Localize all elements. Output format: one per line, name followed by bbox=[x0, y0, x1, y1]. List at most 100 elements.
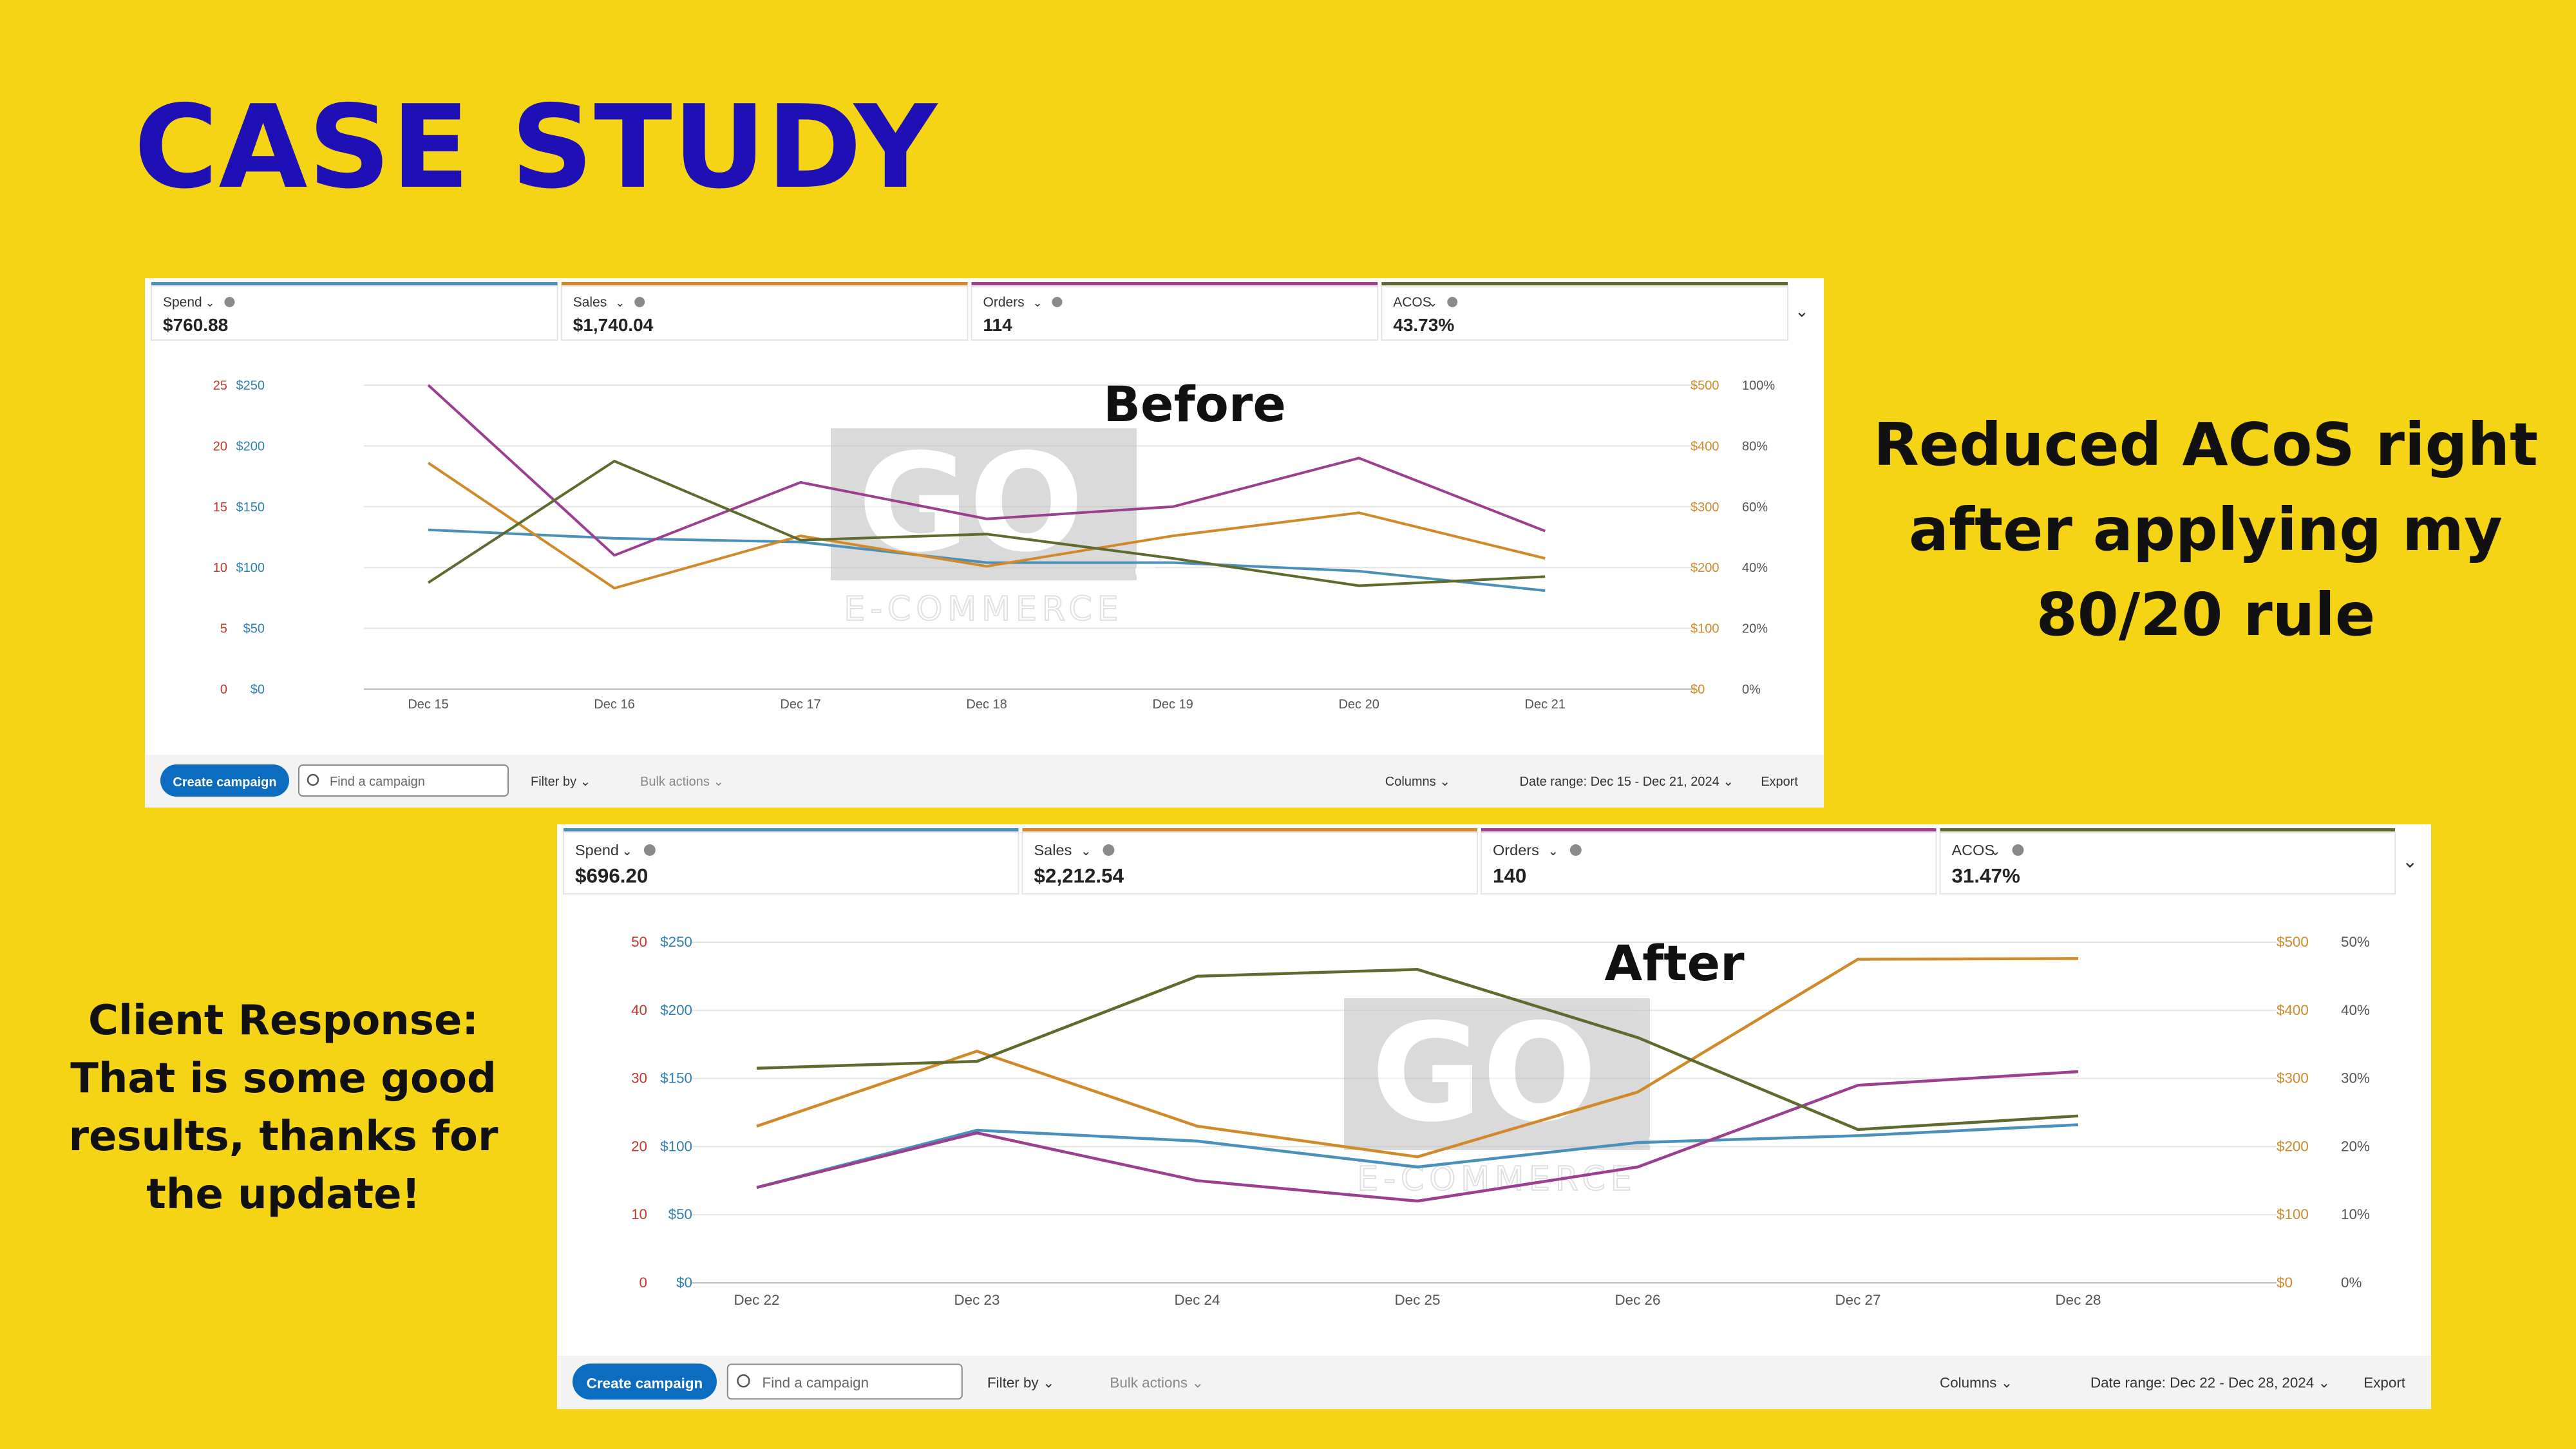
info-icon bbox=[224, 297, 235, 307]
metric-value: 140 bbox=[1493, 864, 1526, 887]
metric-tile[interactable] bbox=[1381, 285, 1788, 341]
expand-chevron-icon[interactable]: ⌄ bbox=[2402, 850, 2418, 872]
x-tick-label: Dec 15 bbox=[408, 697, 448, 712]
sales-axis-tick-label: $0 bbox=[1690, 683, 1705, 697]
chevron-down-icon[interactable]: ⌄ bbox=[1081, 843, 1092, 858]
metric-tile[interactable] bbox=[971, 285, 1379, 341]
series-line-spend bbox=[756, 1123, 2079, 1189]
chevron-down-icon[interactable]: ⌄ bbox=[1033, 296, 1043, 310]
metric-label: ACOS bbox=[1952, 842, 1995, 858]
chevron-down-icon[interactable]: ⌄ bbox=[1428, 296, 1437, 310]
x-tick-label: Dec 19 bbox=[1152, 697, 1193, 712]
chevron-down-icon[interactable]: ⌄ bbox=[1990, 843, 2001, 858]
expand-chevron-icon[interactable]: ⌄ bbox=[1795, 302, 1809, 321]
sales-axis-tick-label: $500 bbox=[2277, 934, 2309, 950]
orders-axis-tick-label: 25 bbox=[213, 379, 227, 393]
info-icon bbox=[634, 297, 645, 307]
metric-value: $696.20 bbox=[575, 864, 648, 887]
x-tick-label: Dec 20 bbox=[1338, 697, 1379, 712]
sales-axis-tick-label: $500 bbox=[1690, 379, 1719, 393]
metric-value: 31.47% bbox=[1952, 864, 2020, 887]
chevron-down-icon[interactable]: ⌄ bbox=[621, 843, 632, 858]
metric-value: $2,212.54 bbox=[1034, 864, 1124, 887]
x-tick-label: Dec 28 bbox=[2056, 1292, 2101, 1308]
series-line-sales bbox=[427, 462, 1546, 590]
metric-tile[interactable] bbox=[563, 831, 1019, 895]
spend-axis-tick-label: $50 bbox=[668, 1206, 692, 1222]
after-chart-panel: Spend ⌄ $696.20 Sales ⌄ $2,212.54 Orders ⌄ 140 AC… bbox=[557, 824, 2431, 1409]
watermark-logo-text: GO bbox=[858, 424, 1084, 582]
metric-tile[interactable] bbox=[1021, 831, 1478, 895]
orders-axis-tick-label: 20 bbox=[631, 1138, 647, 1154]
spend-axis-tick-label: $150 bbox=[660, 1070, 692, 1086]
bulk-actions-dropdown[interactable]: Bulk actions ⌄ bbox=[640, 775, 724, 789]
columns-dropdown[interactable]: Columns ⌄ bbox=[1940, 1374, 2012, 1390]
sales-axis-tick-label: $400 bbox=[2277, 1002, 2309, 1018]
search-icon bbox=[307, 773, 319, 786]
spend-axis-tick-label: $250 bbox=[236, 379, 265, 393]
acos-axis-tick-label: 40% bbox=[1742, 561, 1768, 575]
spend-axis-tick-label: $150 bbox=[236, 500, 265, 515]
sales-axis-tick-label: $200 bbox=[2277, 1138, 2309, 1154]
acos-axis-tick-label: 0% bbox=[2341, 1274, 2362, 1291]
spend-axis-tick-label: $250 bbox=[660, 934, 692, 950]
series-line-spend bbox=[428, 528, 1546, 592]
bulk-actions-dropdown[interactable]: Bulk actions ⌄ bbox=[1110, 1374, 1204, 1390]
date-range-dropdown[interactable]: Date range: Dec 22 - Dec 28, 2024 ⌄ bbox=[2090, 1374, 2330, 1390]
metric-tile[interactable] bbox=[560, 285, 969, 341]
search-input[interactable] bbox=[726, 1363, 963, 1400]
x-tick-label: Dec 23 bbox=[954, 1292, 1000, 1308]
columns-dropdown[interactable]: Columns ⌄ bbox=[1385, 775, 1450, 789]
search-icon bbox=[737, 1374, 750, 1388]
info-icon bbox=[643, 844, 656, 856]
x-tick-label: Dec 25 bbox=[1395, 1292, 1441, 1308]
chevron-down-icon[interactable]: ⌄ bbox=[205, 296, 215, 310]
metric-color-bar bbox=[1381, 282, 1788, 286]
spend-axis-tick-label: $50 bbox=[243, 622, 265, 636]
search-input[interactable] bbox=[298, 764, 509, 797]
acos-axis-tick-label: 0% bbox=[1742, 683, 1761, 697]
acos-axis-tick-label: 40% bbox=[2341, 1002, 2370, 1018]
filter-by-dropdown[interactable]: Filter by ⌄ bbox=[531, 775, 591, 789]
metric-color-bar bbox=[151, 282, 558, 286]
metric-label: Spend bbox=[163, 295, 202, 310]
sales-axis-tick-label: $300 bbox=[1690, 500, 1719, 515]
create-campaign-button[interactable] bbox=[573, 1363, 717, 1400]
chevron-down-icon[interactable]: ⌄ bbox=[615, 296, 625, 310]
export-button[interactable]: Export bbox=[2363, 1374, 2405, 1390]
metric-color-bar bbox=[1940, 828, 2395, 832]
export-button[interactable]: Export bbox=[1761, 775, 1798, 789]
metric-label: Spend bbox=[575, 842, 619, 858]
response-line: Client Response: bbox=[88, 997, 478, 1045]
x-tick-label: Dec 21 bbox=[1525, 697, 1566, 712]
spend-axis-tick-label: $0 bbox=[251, 683, 265, 697]
x-tick-label: Dec 26 bbox=[1615, 1292, 1661, 1308]
watermark-logo: GO E-COMMERCE bbox=[831, 424, 1156, 629]
orders-axis-tick-label: 10 bbox=[631, 1206, 647, 1222]
info-icon bbox=[1103, 844, 1115, 856]
metric-tile[interactable] bbox=[151, 285, 558, 341]
metric-color-bar bbox=[971, 282, 1378, 286]
before-chart-panel: Spend ⌄ $760.88 Sales ⌄ $1,740.04 Orders ⌄ 114 AC… bbox=[145, 278, 1824, 808]
watermark-box bbox=[831, 428, 1137, 580]
acos-axis-tick-label: 10% bbox=[2341, 1206, 2370, 1222]
series-line-orders bbox=[427, 384, 1546, 557]
metric-value: $1,740.04 bbox=[573, 315, 654, 335]
search-placeholder: Find a campaign bbox=[762, 1374, 869, 1390]
x-tick-label: Dec 17 bbox=[780, 697, 820, 712]
x-tick-label: Dec 16 bbox=[594, 697, 634, 712]
page-title: CASE STUDY bbox=[134, 80, 938, 214]
orders-axis-tick-label: 30 bbox=[631, 1070, 647, 1086]
metric-tile[interactable] bbox=[1481, 831, 1937, 895]
date-range-dropdown[interactable]: Date range: Dec 15 - Dec 21, 2024 ⌄ bbox=[1520, 775, 1734, 789]
sales-axis-tick-label: $400 bbox=[1690, 439, 1719, 453]
filter-by-dropdown[interactable]: Filter by ⌄ bbox=[987, 1374, 1055, 1390]
create-campaign-button[interactable] bbox=[160, 764, 289, 797]
chevron-down-icon[interactable]: ⌄ bbox=[1548, 843, 1558, 858]
metric-label: Sales bbox=[573, 295, 607, 310]
metric-tile[interactable] bbox=[1939, 831, 2396, 895]
create-campaign-label: Create campaign bbox=[173, 775, 276, 790]
x-tick-label: Dec 22 bbox=[734, 1292, 780, 1308]
x-tick-label: Dec 24 bbox=[1175, 1292, 1220, 1308]
metric-value: 114 bbox=[983, 315, 1013, 335]
